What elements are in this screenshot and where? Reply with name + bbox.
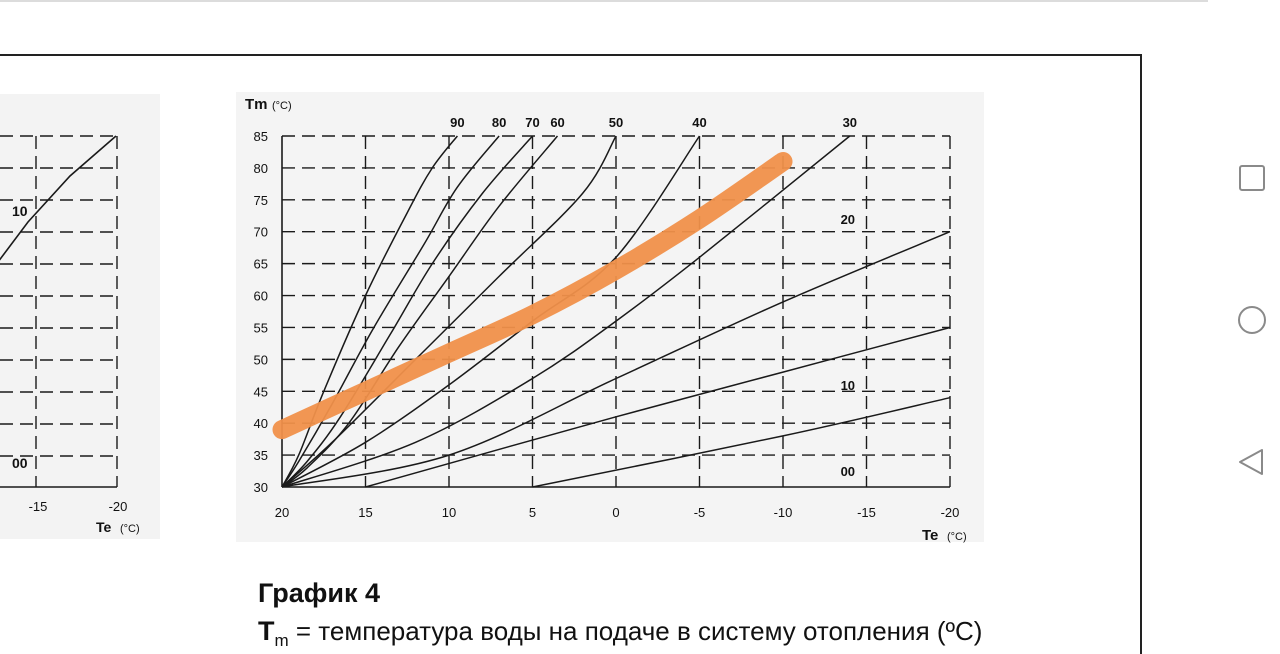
main-chart-y-unit: (°C) (272, 100, 292, 112)
heating-curve-60 (281, 135, 559, 488)
heating-curve-10 (365, 326, 951, 488)
y-tick-label: 35 (254, 448, 268, 463)
y-tick-label: 75 (254, 193, 268, 208)
curve-label-top: 30 (843, 115, 857, 130)
main-chart-grid (281, 135, 951, 488)
main-chart-highlight-layer (272, 152, 793, 440)
left-partial-chart: 10 00 -15 -20 Te (°C) (0, 94, 160, 539)
home-button[interactable] (1236, 304, 1268, 336)
orange-highlight-stroke (272, 152, 793, 440)
heating-curve-70 (281, 135, 534, 488)
heating-curve-90 (281, 135, 458, 488)
y-tick-label: 70 (254, 225, 268, 240)
curve-label-top: 80 (492, 115, 506, 130)
x-tick-label: -5 (694, 505, 706, 520)
caption-symbol: T (258, 616, 275, 646)
y-tick-label: 65 (254, 257, 268, 272)
caption-definition-text: = температура воды на подаче в систему о… (288, 616, 983, 646)
main-chart-x-ticks: 20 15 10 5 0 -5 -10 -15 -20 (275, 505, 960, 520)
heating-curve-00 (532, 396, 951, 488)
left-chart-curve-10 (0, 135, 117, 261)
main-chart-x-unit: (°C) (947, 531, 967, 543)
main-chart-top-labels: 90 80 70 60 50 40 30 (450, 115, 857, 130)
main-chart-y-ticks: 30 35 40 45 50 55 60 65 70 75 80 85 (254, 129, 268, 495)
left-chart-curve-label-10: 10 (12, 203, 28, 219)
curve-label-side: 00 (841, 464, 855, 479)
main-chart-scan-background (236, 92, 984, 542)
back-button[interactable] (1236, 446, 1268, 478)
x-tick-label: 5 (529, 505, 536, 520)
heating-curve-30 (281, 135, 851, 488)
x-tick-label: 15 (358, 505, 372, 520)
android-navigation-bar (1208, 0, 1280, 640)
heating-curve-50 (281, 135, 617, 488)
heating-curve-40 (281, 135, 701, 488)
left-chart-curve-label-00: 00 (12, 455, 28, 471)
left-chart-scan-background (0, 94, 160, 539)
curve-label-top: 70 (525, 115, 539, 130)
left-chart-x-label: Te (96, 519, 112, 535)
recents-button[interactable] (1236, 162, 1268, 194)
x-tick-label: 20 (275, 505, 289, 520)
y-tick-label: 85 (254, 129, 268, 144)
caption-title: График 4 (258, 578, 381, 608)
curve-label-top: 60 (550, 115, 564, 130)
curve-label-top: 50 (609, 115, 623, 130)
caption-symbol-subscript: m (274, 631, 289, 651)
top-divider (0, 0, 1208, 2)
y-tick-label: 40 (254, 416, 268, 431)
x-tick-label: -10 (774, 505, 793, 520)
y-tick-label: 80 (254, 161, 268, 176)
square-icon (1239, 165, 1265, 191)
heating-curve-80 (281, 135, 500, 488)
x-tick-label: 10 (442, 505, 456, 520)
y-tick-label: 50 (254, 352, 268, 367)
x-tick-label: 0 (612, 505, 619, 520)
main-chart-curves (281, 135, 951, 488)
circle-icon (1238, 306, 1266, 334)
y-tick-label: 60 (254, 289, 268, 304)
main-chart-side-labels: 20 10 00 (841, 212, 855, 479)
left-chart-x-unit: (°C) (120, 523, 140, 535)
y-tick-label: 45 (254, 384, 268, 399)
curve-label-top: 90 (450, 115, 464, 130)
left-chart-grid (0, 135, 118, 488)
main-chart: 20 15 10 5 0 -5 -10 -15 -20 30354045505560657075… (236, 92, 984, 544)
figure-caption: График 4 Tm = температура воды на подаче… (258, 578, 982, 650)
left-chart-x-tick: -20 (109, 499, 128, 514)
curve-label-top: 40 (692, 115, 706, 130)
main-chart-y-label: Tm (245, 96, 268, 113)
y-tick-label: 55 (254, 320, 268, 335)
main-chart-x-label: Te (922, 527, 938, 544)
left-chart-x-tick: -15 (29, 499, 48, 514)
x-tick-label: -15 (857, 505, 876, 520)
caption-definition: Tm = температура воды на подаче в систем… (258, 616, 982, 651)
curve-label-side: 10 (841, 378, 855, 393)
heating-curve-20 (281, 231, 951, 488)
triangle-back-icon (1239, 449, 1263, 475)
curve-label-side: 20 (841, 212, 855, 227)
chart: 10 00 -15 -20 Te (°C) 20 15 10 5 0 -5 -10 -15 -2… (0, 92, 984, 544)
x-tick-label: -20 (941, 505, 960, 520)
y-tick-label: 30 (254, 480, 268, 495)
